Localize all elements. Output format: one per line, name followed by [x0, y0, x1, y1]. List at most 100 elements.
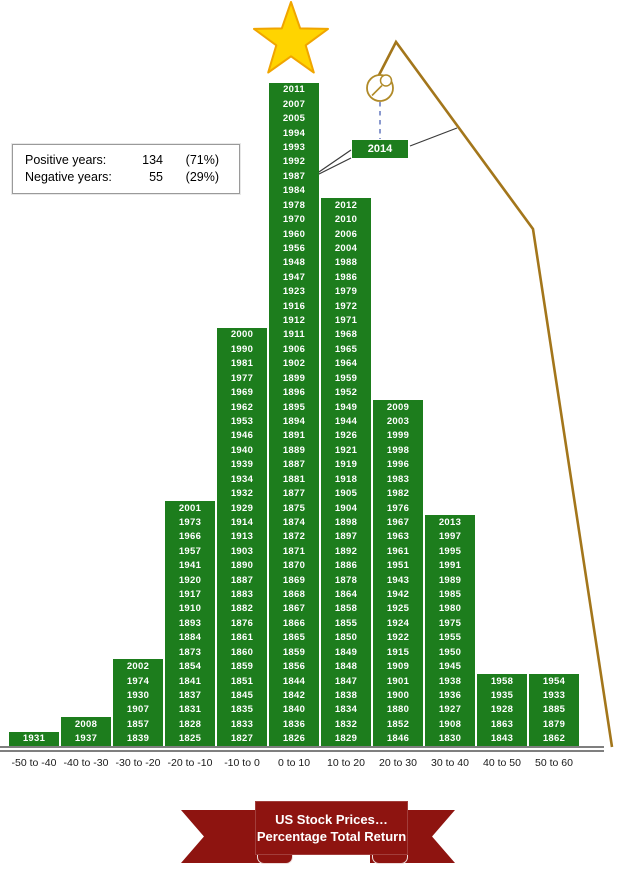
year-cell: 1869: [269, 572, 319, 588]
year-cell: 1921: [321, 443, 371, 458]
histogram-column-50to60: 1954 1933 1885 1879 1862: [528, 673, 580, 746]
year-cell: 1833: [217, 717, 267, 732]
year-cell: 1897: [321, 529, 371, 545]
year-cell: 1930: [113, 688, 163, 703]
banner-title-line2: Percentage Total Return: [256, 829, 407, 844]
year-cell: 1942: [373, 587, 423, 602]
year-cell: 1920: [165, 572, 215, 588]
year-cell: 1991: [425, 558, 475, 573]
year-cell: 1876: [217, 616, 267, 631]
year-cell: 1973: [165, 515, 215, 530]
year-cell: 1828: [165, 717, 215, 732]
year-cell: 1902: [269, 356, 319, 372]
year-cell: 1934: [217, 471, 267, 487]
year-cell: 1882: [217, 601, 267, 617]
axis-label: 50 to 60: [535, 757, 573, 769]
year-cell: 1963: [373, 529, 423, 545]
year-cell: 1857: [113, 717, 163, 732]
year-cell: 1847: [321, 673, 371, 689]
year-cell: 2010: [321, 212, 371, 227]
year-cell: 1948: [269, 255, 319, 271]
year-cell: 1972: [321, 298, 371, 314]
year-cell: 1926: [321, 428, 371, 444]
year-cell: 1845: [217, 688, 267, 703]
year-cell: 1859: [217, 659, 267, 674]
year-cell: 1903: [217, 544, 267, 559]
year-cell: 1989: [425, 572, 475, 588]
histogram-column--30to-20: 2002 1974 1930 1907 1857 1839: [112, 659, 164, 746]
year-cell: 1896: [269, 385, 319, 400]
axis-label: 0 to 10: [277, 757, 311, 769]
year-cell: 1838: [321, 688, 371, 703]
year-cell: 1983: [373, 471, 423, 487]
year-cell: 1909: [373, 659, 423, 674]
axis-label: -30 to -20: [115, 757, 161, 769]
year-cell: 2001: [165, 500, 215, 516]
axis-label: 40 to 50: [483, 757, 521, 769]
histogram-column-40to50: 1958 1935 1928 1863 1843: [476, 673, 528, 746]
year-cell: 1940: [217, 443, 267, 458]
year-cell: 1996: [373, 457, 423, 472]
year-cell: 1955: [425, 630, 475, 646]
year-cell: 1932: [217, 486, 267, 501]
positive-years-count: 134: [142, 153, 163, 167]
year-cell: 1997: [425, 529, 475, 545]
year-cell: 1965: [321, 342, 371, 357]
year-cell: 1871: [269, 544, 319, 559]
year-cell: 1826: [269, 731, 319, 746]
year-cell: 2002: [113, 659, 163, 674]
histogram-column-20to30: 2009 2003 1999 1998 1996 1983 1982 1976 1967 1963…: [372, 399, 424, 746]
legend-row-positive: Positive years: 134 (71%): [25, 152, 231, 169]
year-cell: 1855: [321, 616, 371, 631]
year-cell: 1883: [217, 587, 267, 602]
year-cell: 1887: [217, 572, 267, 588]
year-cell: 1904: [321, 500, 371, 516]
year-cell: 1939: [217, 457, 267, 472]
year-cell: 1881: [269, 471, 319, 487]
year-cell: 1877: [269, 486, 319, 501]
banner-tail-left: [181, 810, 266, 863]
year-cell: 1961: [373, 544, 423, 559]
year-cell: 1893: [165, 616, 215, 631]
year-cell: 1912: [269, 313, 319, 328]
year-cell: 1995: [425, 544, 475, 559]
year-cell: 1858: [321, 601, 371, 617]
year-cell: 1829: [321, 731, 371, 746]
year-cell: 1848: [321, 659, 371, 674]
banner-title-line1: US Stock Prices…: [275, 812, 388, 827]
year-cell: 1941: [165, 558, 215, 573]
axis-label: 10 to 20: [327, 757, 365, 769]
year-cell: 1971: [321, 313, 371, 328]
histogram-column-0to10: 2011 2007 2005 1994 1993 1992 1987 1984 1978 1970…: [268, 82, 320, 746]
year-cell: 1862: [529, 731, 579, 746]
year-cell: 1831: [165, 702, 215, 718]
year-cell: 1834: [321, 702, 371, 718]
year-cell: 1887: [269, 457, 319, 472]
year-cell: 2006: [321, 226, 371, 242]
year-cell: 1910: [165, 601, 215, 617]
year-cell: 1840: [269, 702, 319, 718]
year-cell: 1827: [217, 731, 267, 746]
year-cell: 1849: [321, 645, 371, 660]
axis-labels-row: -50 to -40 -40 to -30 -30 to -20 -20 to -10…: [8, 757, 580, 769]
year-cell: 1870: [269, 558, 319, 573]
year-cell: 1851: [217, 673, 267, 689]
year-cell: 1950: [425, 645, 475, 660]
legend-row-negative: Negative years: 55 (29%): [25, 169, 231, 186]
year-cell: 1952: [321, 385, 371, 400]
year-cell: 1957: [165, 544, 215, 559]
year-cell: 1916: [269, 298, 319, 314]
year-cell: 1854: [165, 659, 215, 674]
axis-label: -50 to -40: [11, 757, 57, 769]
year-cell: 1936: [425, 688, 475, 703]
year-cell: 1841: [165, 673, 215, 689]
year-cell: 1906: [269, 342, 319, 357]
axis-label: 30 to 40: [431, 757, 469, 769]
year-cell: 1953: [217, 414, 267, 429]
year-cell: 1874: [269, 515, 319, 530]
year-cell: 1998: [373, 443, 423, 458]
year-cell: 1929: [217, 500, 267, 516]
callout-leader-line: [315, 149, 352, 175]
year-cell: 1873: [165, 645, 215, 660]
